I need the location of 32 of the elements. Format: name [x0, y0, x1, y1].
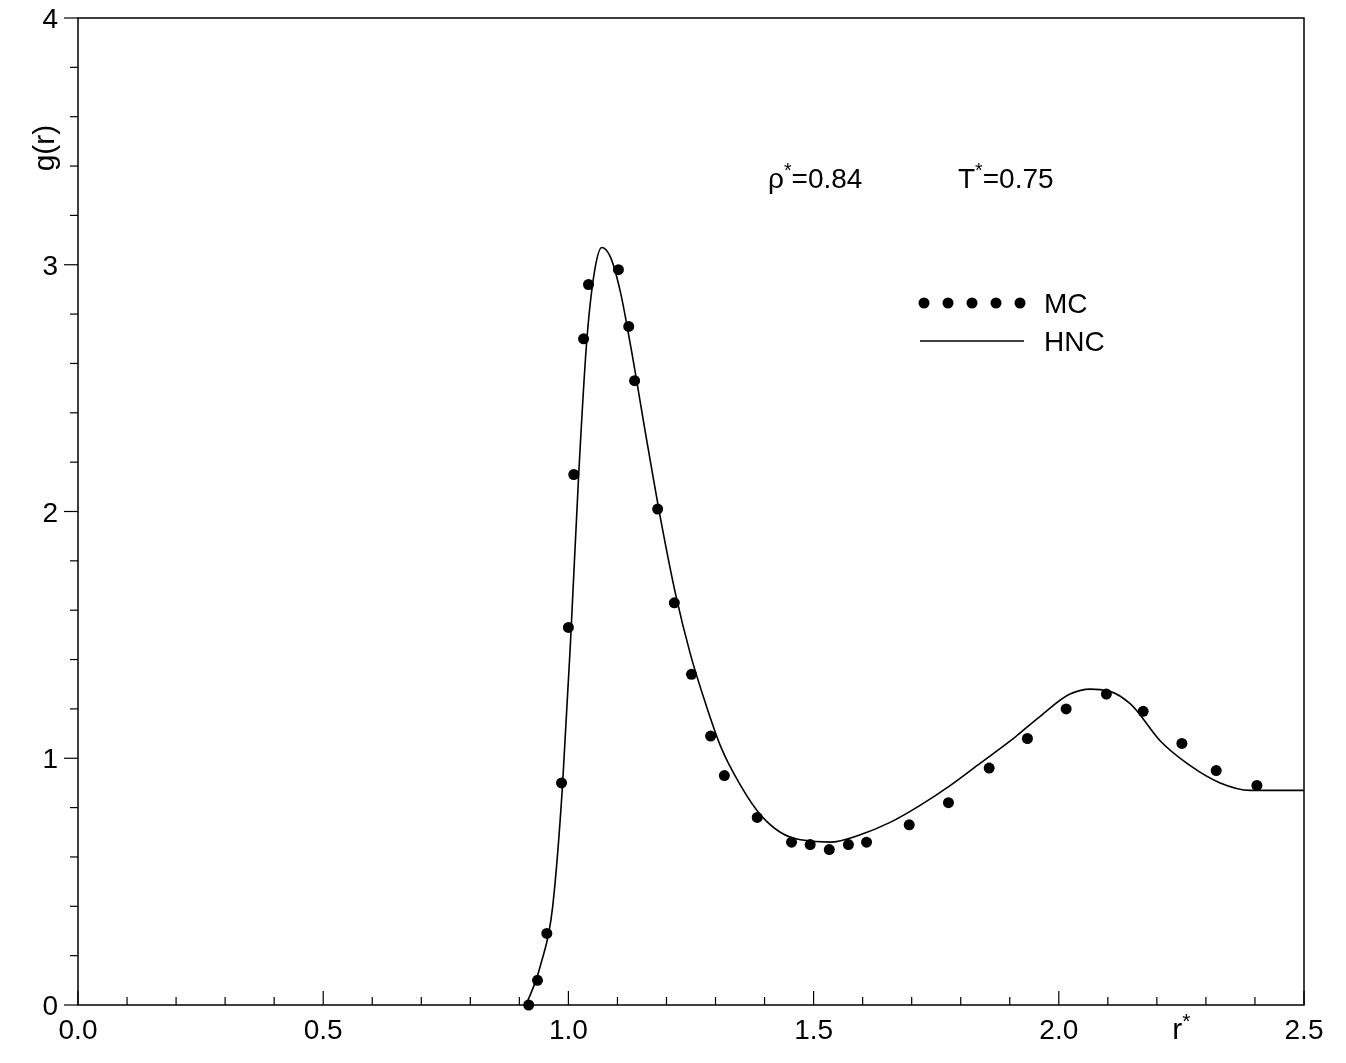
point	[1251, 779, 1263, 791]
x-tick-label: 1.0	[548, 1014, 588, 1045]
point	[583, 278, 595, 290]
x-tick-label: 0.0	[58, 1014, 98, 1045]
point	[1176, 737, 1188, 749]
point	[903, 819, 915, 831]
y-axis-title: g(r)	[27, 124, 60, 172]
point	[983, 762, 995, 774]
annotation: T$^{*}$=0.75	[958, 159, 1054, 194]
point	[942, 797, 954, 809]
y-tick-label: 4	[42, 3, 58, 34]
point	[823, 844, 835, 856]
x-tick-label: 0.5	[303, 1014, 343, 1045]
x-tick-label: 2.5	[1284, 1014, 1324, 1045]
legend-label: HNC	[1044, 326, 1105, 357]
point	[705, 730, 717, 742]
y-tick-label: 3	[42, 249, 58, 281]
x-tick-label: 2.0	[1039, 1014, 1079, 1045]
legend-label: MC	[1044, 288, 1088, 319]
point	[718, 770, 730, 782]
point	[1210, 765, 1222, 777]
x-axis-title: r$^{*}$	[1172, 1008, 1191, 1045]
point	[842, 839, 854, 851]
y-tick-label: 0	[42, 990, 58, 1021]
point	[568, 468, 580, 480]
point	[861, 836, 873, 848]
point	[1021, 733, 1033, 745]
x-tick-label: 1.5	[794, 1014, 834, 1045]
annotation: ρ$^{*}$=0.84	[768, 159, 863, 194]
y-tick-label: 1	[42, 743, 58, 775]
point	[1060, 703, 1072, 715]
y-tick-label: 2	[42, 496, 58, 528]
